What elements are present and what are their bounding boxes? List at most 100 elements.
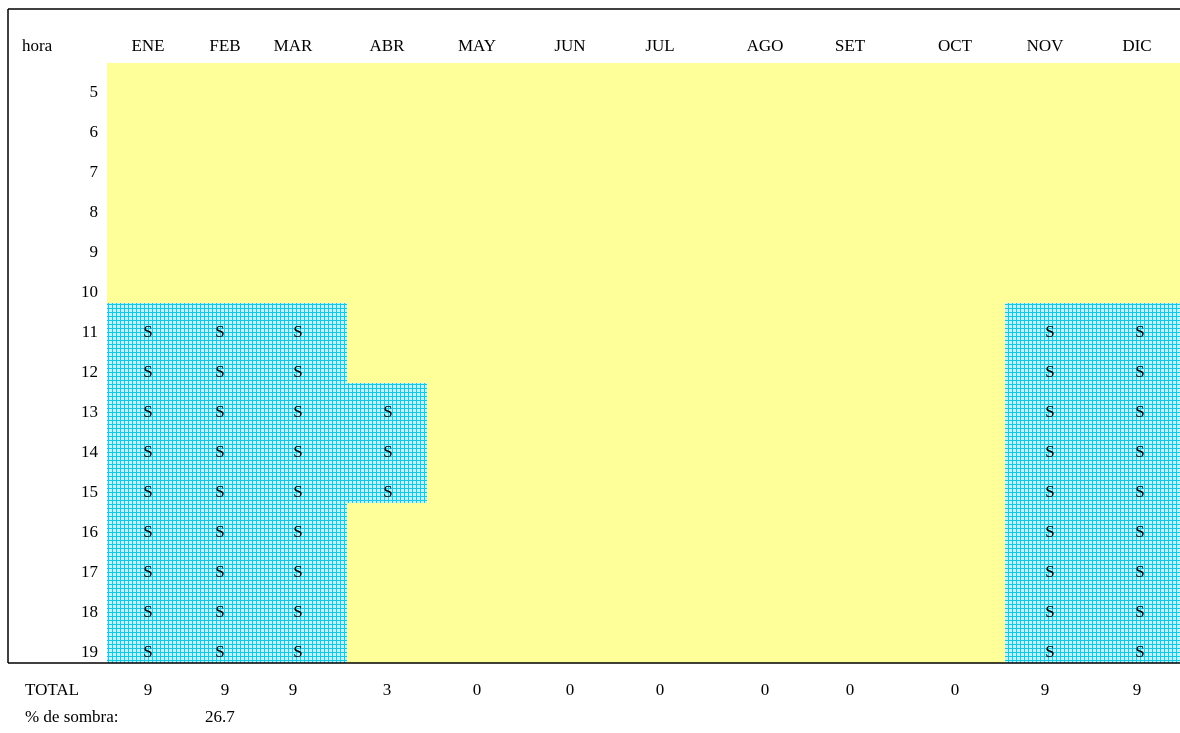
shade-mark: S bbox=[215, 322, 224, 341]
shade-mark: S bbox=[293, 442, 302, 461]
shade-cell bbox=[262, 583, 347, 623]
shade-value: 26.7 bbox=[205, 707, 235, 726]
shade-cell bbox=[262, 423, 347, 463]
month-header: SET bbox=[835, 36, 866, 55]
month-header: ABR bbox=[370, 36, 406, 55]
shade-mark: S bbox=[1135, 562, 1144, 581]
shade-mark: S bbox=[143, 522, 152, 541]
shade-mark: S bbox=[215, 482, 224, 501]
shade-cell bbox=[187, 543, 262, 583]
shade-cell bbox=[107, 343, 187, 383]
shade-mark: S bbox=[1045, 442, 1054, 461]
shade-mark: S bbox=[143, 602, 152, 621]
shade-cell bbox=[262, 623, 347, 663]
hour-label: 13 bbox=[81, 402, 98, 421]
shade-mark: S bbox=[1135, 522, 1144, 541]
month-header: MAR bbox=[274, 36, 313, 55]
shade-cell bbox=[347, 423, 427, 463]
shade-cell bbox=[1090, 383, 1180, 423]
month-total: 0 bbox=[656, 680, 665, 699]
shade-mark: S bbox=[1135, 442, 1144, 461]
shade-mark: S bbox=[1135, 362, 1144, 381]
shade-cell bbox=[262, 383, 347, 423]
month-header: OCT bbox=[938, 36, 973, 55]
shade-mark: S bbox=[293, 322, 302, 341]
month-total: 0 bbox=[566, 680, 575, 699]
hour-label: 17 bbox=[81, 562, 99, 581]
shade-cell bbox=[107, 623, 187, 663]
shade-cell bbox=[187, 343, 262, 383]
month-header: NOV bbox=[1027, 36, 1065, 55]
shade-cell bbox=[1005, 623, 1090, 663]
shade-cell bbox=[107, 463, 187, 503]
shade-cell bbox=[187, 463, 262, 503]
shade-mark: S bbox=[383, 482, 392, 501]
shade-cell bbox=[262, 503, 347, 543]
shade-cell bbox=[1090, 303, 1180, 343]
month-total: 0 bbox=[951, 680, 960, 699]
shade-mark: S bbox=[143, 562, 152, 581]
shade-cell bbox=[347, 463, 427, 503]
month-total: 9 bbox=[1133, 680, 1142, 699]
hour-label: 14 bbox=[81, 442, 99, 461]
month-total: 0 bbox=[846, 680, 855, 699]
shade-cell bbox=[107, 303, 187, 343]
month-total: 0 bbox=[761, 680, 770, 699]
shade-mark: S bbox=[215, 362, 224, 381]
shade-mark: S bbox=[1045, 562, 1054, 581]
shade-cell bbox=[1005, 423, 1090, 463]
shade-mark: S bbox=[1135, 602, 1144, 621]
shade-mark: S bbox=[1045, 602, 1054, 621]
shade-mark: S bbox=[1045, 522, 1054, 541]
month-total: 0 bbox=[473, 680, 482, 699]
shade-mark: S bbox=[383, 442, 392, 461]
hour-label: 10 bbox=[81, 282, 98, 301]
shade-cell bbox=[1090, 503, 1180, 543]
shade-cell bbox=[1090, 423, 1180, 463]
shade-mark: S bbox=[215, 522, 224, 541]
month-header: AGO bbox=[747, 36, 784, 55]
shade-mark: S bbox=[293, 402, 302, 421]
shade-mark: S bbox=[143, 322, 152, 341]
hour-label: 6 bbox=[90, 122, 99, 141]
shade-cell bbox=[1090, 343, 1180, 383]
shade-cell bbox=[1005, 463, 1090, 503]
month-total: 3 bbox=[383, 680, 392, 699]
hour-label: 7 bbox=[90, 162, 99, 181]
hour-label: 15 bbox=[81, 482, 98, 501]
hour-label: 5 bbox=[90, 82, 99, 101]
shade-cell bbox=[187, 423, 262, 463]
shade-cell bbox=[107, 543, 187, 583]
corner-label: hora bbox=[22, 36, 53, 55]
shade-cell bbox=[1005, 343, 1090, 383]
shade-cell bbox=[1005, 303, 1090, 343]
hour-label: 8 bbox=[90, 202, 99, 221]
shade-mark: S bbox=[143, 402, 152, 421]
shade-mark: S bbox=[1045, 642, 1054, 661]
shade-mark: S bbox=[293, 602, 302, 621]
shade-label: % de sombra: bbox=[25, 707, 118, 726]
shade-cell bbox=[1005, 503, 1090, 543]
month-header: JUL bbox=[645, 36, 674, 55]
shade-mark: S bbox=[143, 442, 152, 461]
shade-mark: S bbox=[1045, 362, 1054, 381]
shade-mark: S bbox=[215, 442, 224, 461]
shade-cell bbox=[1005, 543, 1090, 583]
shade-cell bbox=[187, 503, 262, 543]
shade-cell bbox=[262, 543, 347, 583]
hour-label: 11 bbox=[82, 322, 98, 341]
month-total: 9 bbox=[144, 680, 153, 699]
shade-mark: S bbox=[143, 482, 152, 501]
shade-cell bbox=[1090, 583, 1180, 623]
shade-cell bbox=[107, 503, 187, 543]
month-header: MAY bbox=[458, 36, 496, 55]
shade-mark: S bbox=[1045, 322, 1054, 341]
shade-mark: S bbox=[215, 402, 224, 421]
shade-mark: S bbox=[1135, 402, 1144, 421]
shade-mark: S bbox=[293, 482, 302, 501]
shade-mark: S bbox=[215, 642, 224, 661]
shade-cell bbox=[1005, 383, 1090, 423]
hour-label: 18 bbox=[81, 602, 98, 621]
shade-cell bbox=[1090, 543, 1180, 583]
